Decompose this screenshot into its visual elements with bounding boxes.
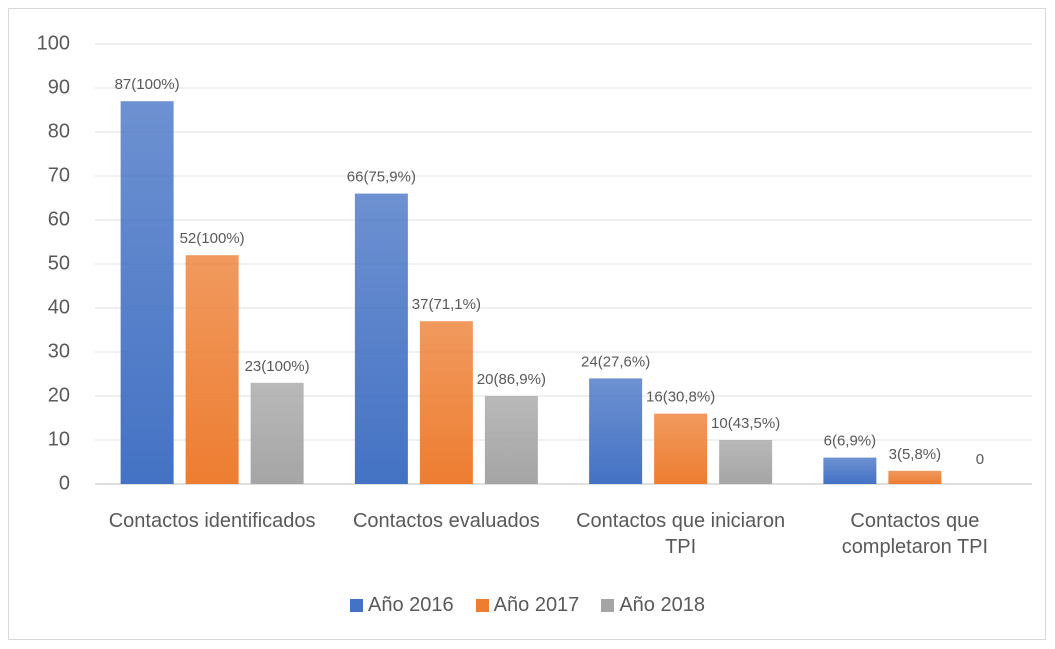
data-label: 24(27,6%) xyxy=(581,353,650,370)
y-tick-label: 100 xyxy=(37,32,70,54)
bar xyxy=(185,255,239,484)
legend-swatch xyxy=(475,599,489,612)
legend-item: Año 2017 xyxy=(475,594,580,617)
legend: Año 2016 Año 2017 Año 2018 xyxy=(0,594,1055,617)
y-tick-label: 40 xyxy=(48,296,70,318)
bar xyxy=(250,382,304,484)
data-label: 6(6,9%) xyxy=(824,433,877,450)
bar xyxy=(484,396,538,484)
legend-label: Año 2018 xyxy=(619,594,705,616)
legend-item: Año 2018 xyxy=(601,594,705,617)
data-label: 20(86,9%) xyxy=(477,371,546,388)
bar xyxy=(120,101,174,484)
y-tick-label: 50 xyxy=(48,252,70,274)
y-tick-label: 80 xyxy=(48,120,70,142)
x-tick-label: Contactos que completaron TPI xyxy=(841,510,989,558)
data-label: 10(43,5%) xyxy=(711,415,780,432)
y-tick-label: 10 xyxy=(48,428,70,450)
data-label: 66(75,9%) xyxy=(347,169,416,186)
data-label: 87(100%) xyxy=(115,76,180,93)
y-tick-label: 70 xyxy=(48,164,70,186)
bar xyxy=(888,470,942,484)
data-label: 23(100%) xyxy=(245,358,310,375)
y-tick-label: 30 xyxy=(48,340,70,362)
legend-item: Año 2016 xyxy=(350,594,454,617)
bar xyxy=(354,193,408,484)
data-label: 0 xyxy=(976,451,984,468)
y-tick-label: 90 xyxy=(48,76,70,98)
x-tick-label: Contactos identificados xyxy=(108,510,316,532)
y-tick-label: 60 xyxy=(48,208,70,230)
legend-swatch xyxy=(601,599,615,612)
chart-frame xyxy=(8,8,1046,640)
x-tick-label: Contactos evaluados xyxy=(352,510,540,532)
bar xyxy=(654,413,708,484)
bar xyxy=(419,321,473,484)
data-label: 52(100%) xyxy=(180,230,245,247)
y-tick-label: 20 xyxy=(48,384,70,406)
bar xyxy=(589,378,643,484)
legend-swatch xyxy=(350,599,364,612)
data-label: 3(5,8%) xyxy=(889,446,942,463)
legend-label: Año 2017 xyxy=(493,594,580,616)
data-label: 37(71,1%) xyxy=(412,296,481,313)
y-tick-label: 0 xyxy=(59,472,70,494)
legend-label: Año 2016 xyxy=(368,594,454,616)
bar xyxy=(719,440,773,484)
x-tick-label: Contactos que iniciaron TPI xyxy=(576,510,786,558)
data-label: 16(30,8%) xyxy=(646,389,715,406)
bar xyxy=(823,457,877,484)
